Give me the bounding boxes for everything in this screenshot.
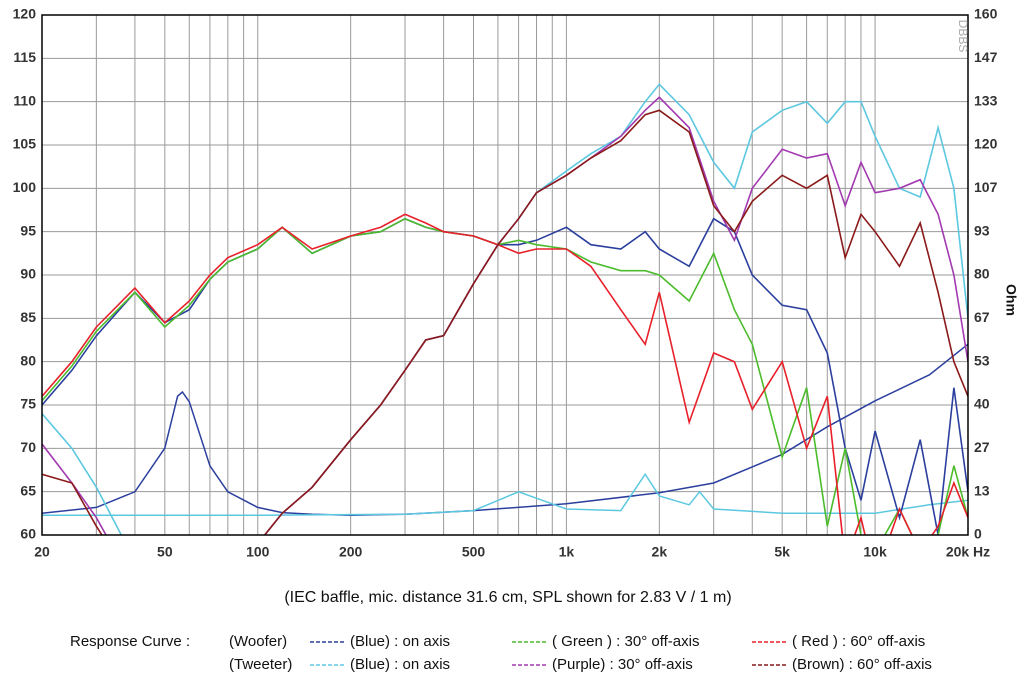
x-tick-label: 5k xyxy=(774,544,790,560)
y2-tick-label: 27 xyxy=(974,439,990,455)
y2-tick-label: 40 xyxy=(974,396,990,412)
y2-tick-label: 120 xyxy=(974,136,998,152)
y-tick-label: 110 xyxy=(13,92,36,108)
legend-label: ( Green ) : 30° off-axis xyxy=(552,633,699,650)
y-tick-label: 80 xyxy=(20,352,36,368)
x-tick-label: 20k Hz xyxy=(946,544,990,560)
y2-axis-label: Ohm xyxy=(1003,284,1019,316)
y2-tick-label: 53 xyxy=(974,352,990,368)
y2-tick-label: 160 xyxy=(974,6,998,22)
y-tick-label: 95 xyxy=(20,222,36,238)
legend-label: (Blue) : on axis xyxy=(350,656,450,673)
y2-tick-label: 93 xyxy=(974,222,990,238)
y-tick-label: 75 xyxy=(20,396,36,412)
response-line xyxy=(42,213,968,535)
y-tick-label: 115 xyxy=(13,49,36,65)
y2-tick-label: 0 xyxy=(974,526,982,542)
y-tick-label: 100 xyxy=(13,179,37,195)
x-tick-label: 1k xyxy=(559,544,575,560)
response-line xyxy=(42,217,968,535)
subtitle: (IEC baffle, mic. distance 31.6 cm, SPL … xyxy=(284,589,731,606)
y-tick-label: 70 xyxy=(20,439,36,455)
x-tick-label: 100 xyxy=(246,544,270,560)
response-line xyxy=(42,83,968,535)
grid xyxy=(41,14,969,536)
impedance-line xyxy=(42,472,968,516)
y-tick-label: 65 xyxy=(20,482,36,498)
y2-tick-label: 80 xyxy=(974,266,990,282)
y-tick-label: 60 xyxy=(20,526,36,542)
legend-label: (Purple) : 30° off-axis xyxy=(552,656,693,673)
y-tick-label: 120 xyxy=(13,6,37,22)
legend-label: ( Red ) : 60° off-axis xyxy=(792,633,925,650)
y2-tick-label: 67 xyxy=(974,309,990,325)
x-tick-label: 50 xyxy=(157,544,173,560)
legend-label: (Blue) : on axis xyxy=(350,633,450,650)
y2-tick-label: 147 xyxy=(974,49,998,65)
plot-lines xyxy=(42,83,968,535)
y2-tick-label: 107 xyxy=(974,179,998,195)
x-tick-label: 200 xyxy=(339,544,363,560)
plot-frame xyxy=(41,14,969,536)
watermark: DBBS xyxy=(956,20,970,53)
y2-tick-label: 133 xyxy=(974,92,998,108)
legend-title: Response Curve : xyxy=(70,633,190,650)
y-tick-label: 105 xyxy=(13,136,37,152)
response-line xyxy=(42,109,968,535)
legend-group: (Woofer) xyxy=(229,633,287,650)
y-tick-label: 85 xyxy=(20,309,36,325)
x-tick-label: 10k xyxy=(863,544,887,560)
y2-tick-label: 13 xyxy=(974,482,990,498)
legend-group: (Tweeter) xyxy=(229,656,292,673)
legend-label: (Brown) : 60° off-axis xyxy=(792,656,932,673)
y-tick-label: 90 xyxy=(20,266,36,282)
x-tick-label: 20 xyxy=(34,544,50,560)
x-tick-label: 500 xyxy=(462,544,486,560)
x-tick-label: 2k xyxy=(652,544,668,560)
